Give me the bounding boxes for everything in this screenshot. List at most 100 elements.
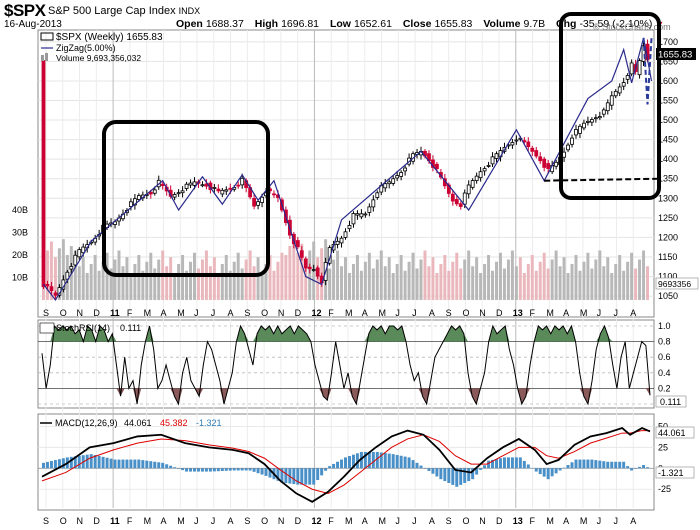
volume-bar — [391, 273, 395, 300]
time-tick-label-top: O — [261, 308, 268, 318]
volume-last-tag-label: 9693356 — [658, 279, 691, 289]
low-label: Low — [329, 18, 351, 30]
stochrsi-line — [41, 324, 651, 406]
volume-bar — [137, 255, 141, 300]
macd-histogram-bar — [395, 454, 399, 469]
price-bar-body — [184, 183, 189, 189]
volume-bar — [177, 264, 181, 300]
price-legend-label: $SPX (Weekly) 1655.83 — [56, 32, 163, 43]
macd-histogram-bar — [344, 457, 347, 469]
macd-histogram-bar — [244, 468, 248, 471]
price-legend-swatch — [40, 32, 54, 41]
volume-bar — [121, 266, 125, 300]
volume-bar — [276, 261, 280, 300]
time-tick-label-bottom: A — [563, 516, 569, 526]
volume-bar — [133, 264, 137, 300]
macd-histogram-bar — [169, 465, 173, 469]
time-tick-label-bottom: S — [43, 516, 49, 526]
macd-histogram-bar — [483, 465, 487, 469]
macd-histogram-bar — [57, 459, 61, 469]
time-tick-label-bottom: M — [345, 516, 353, 526]
time-tick-label-bottom: D — [496, 516, 503, 526]
volume-bar — [256, 257, 260, 300]
volume-bar — [534, 270, 538, 300]
macd-histogram-bar — [642, 465, 646, 469]
volume-bars — [42, 237, 649, 300]
price-bar-body — [387, 181, 392, 185]
macd-histogram-bar — [185, 468, 189, 472]
price-bar-body — [391, 178, 396, 184]
time-tick-label-bottom: A — [362, 516, 368, 526]
volume-bar — [85, 273, 89, 300]
volume-bar — [367, 252, 371, 300]
ohlc-summary: Open 1688.37 High 1696.81 Low 1652.61 Close… — [176, 18, 664, 30]
volume-bar — [550, 259, 554, 300]
time-tick-label-bottom: F — [328, 516, 334, 526]
macd-histogram-bar — [189, 468, 193, 472]
price-bar-body — [77, 249, 82, 258]
volume-bar — [530, 255, 534, 300]
volume-bar — [328, 268, 332, 300]
volume-bar — [268, 255, 272, 300]
time-tick-label-bottom: 12 — [311, 516, 321, 526]
time-tick-label-top: A — [362, 308, 368, 318]
macd-histogram-bar — [165, 464, 169, 469]
macd-histogram-bar — [117, 459, 121, 469]
volume-tick-label: 30B — [12, 228, 28, 238]
stochrsi-last-tag-label: 0.111 — [660, 397, 681, 407]
volume-bar — [344, 257, 347, 300]
volume-bar — [518, 257, 522, 300]
macd-histogram-bar — [173, 467, 177, 469]
macd-histogram-bar — [455, 468, 459, 487]
macd-histogram-bar — [240, 468, 244, 471]
macd-histogram-bar — [141, 460, 145, 469]
macd-histogram-bar — [137, 459, 141, 469]
time-tick-label-top: 13 — [513, 308, 523, 318]
time-tick-label-top: A — [160, 308, 166, 318]
price-bar-body — [371, 199, 376, 208]
stochrsi-tick-label: 0.2 — [658, 383, 671, 393]
zigzag-path — [43, 37, 653, 302]
macd-histogram-bar — [582, 459, 586, 469]
macd-histogram-bar — [109, 458, 113, 469]
macd-histogram-bar — [304, 468, 308, 485]
macd-histogram-bar — [610, 461, 614, 469]
stochrsi-overbought-fill — [42, 326, 650, 342]
volume-bar — [181, 255, 185, 300]
price-bar-body — [367, 206, 372, 213]
time-tick-label-bottom: N — [479, 516, 486, 526]
volume-bar — [415, 268, 419, 300]
macd-histogram-bar — [220, 468, 224, 472]
macd-last-tag-bg — [655, 426, 695, 439]
price-bar-body — [240, 177, 245, 186]
macd-histogram-bar — [467, 468, 471, 482]
price-bar-body — [478, 171, 483, 179]
hist-last-tag-bg — [655, 466, 695, 479]
macd-histogram-bar — [193, 468, 196, 472]
volume-bar — [538, 261, 542, 300]
volume-bar — [423, 250, 427, 300]
change-value: -35.59 (-2.10%) — [579, 18, 653, 30]
volume-bar — [232, 261, 236, 300]
macd-plot — [38, 425, 654, 503]
macd-histogram-bar — [471, 468, 475, 480]
time-tick-label-top: J — [194, 308, 199, 318]
time-tick-label-bottom: S — [244, 516, 250, 526]
price-bar-body — [272, 193, 276, 196]
price-tick-label: 1400 — [658, 154, 678, 164]
volume-bar — [45, 250, 49, 300]
macd-histogram-bar — [328, 466, 332, 469]
price-bar-body — [53, 292, 58, 296]
volume-tick-label: 20B — [12, 250, 28, 260]
price-bar-body — [462, 192, 467, 205]
macd-histogram-bar — [236, 468, 240, 471]
macd-histogram-bar — [598, 460, 602, 469]
stockcharts-credit[interactable]: © StockCharts.com — [593, 22, 671, 32]
price-bar-body — [375, 192, 380, 198]
price-bar-body — [637, 60, 642, 76]
volume-bar — [260, 273, 264, 300]
macd-histogram-bar — [407, 457, 411, 469]
full-name: S&P 500 Large Cap Index — [48, 5, 176, 17]
volume-bar — [459, 268, 463, 300]
macd-histogram-bar — [292, 468, 296, 485]
